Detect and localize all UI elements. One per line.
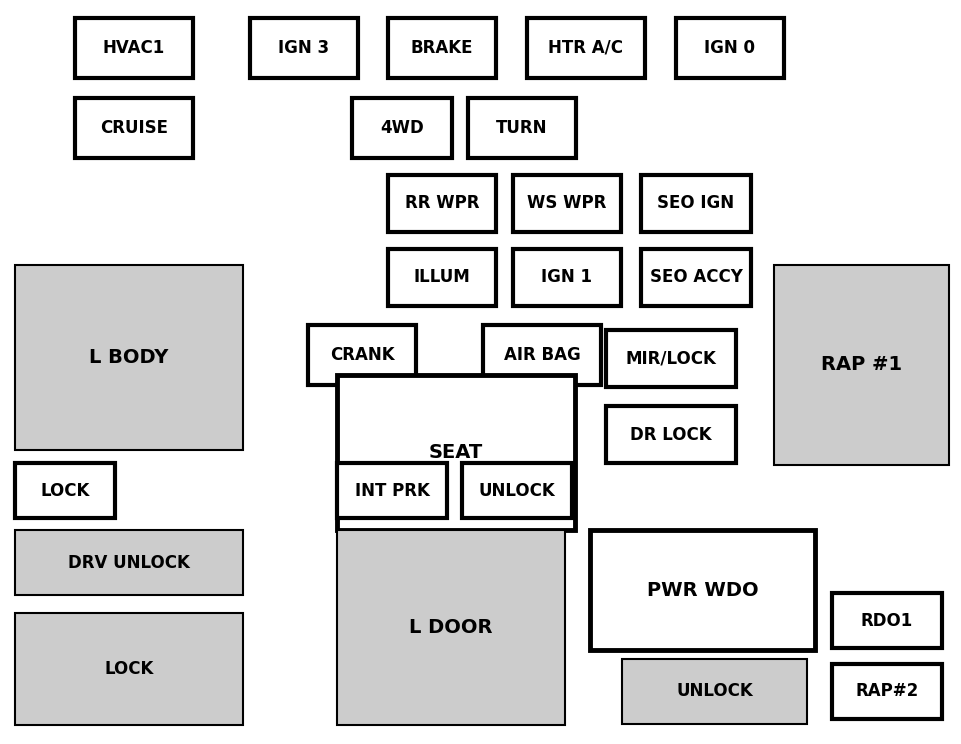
Text: AIR BAG: AIR BAG	[504, 346, 579, 364]
Bar	[831, 593, 941, 648]
Bar	[308, 325, 415, 385]
Text: L DOOR: L DOOR	[408, 618, 492, 637]
Text: SEO ACCY: SEO ACCY	[649, 269, 742, 286]
Text: WS WPR: WS WPR	[527, 194, 606, 213]
Text: RR WPR: RR WPR	[405, 194, 479, 213]
Bar	[336, 530, 564, 725]
Text: CRUISE: CRUISE	[100, 119, 168, 137]
Bar	[831, 664, 941, 719]
Text: UNLOCK: UNLOCK	[676, 682, 752, 701]
Bar	[15, 530, 243, 595]
Bar	[15, 613, 243, 725]
Text: INT PRK: INT PRK	[355, 481, 429, 499]
Bar	[676, 18, 783, 78]
Text: DRV UNLOCK: DRV UNLOCK	[68, 554, 189, 571]
Text: PWR WDO: PWR WDO	[646, 580, 757, 600]
Bar	[336, 463, 447, 518]
Text: SEAT: SEAT	[429, 443, 482, 462]
Text: SEO IGN: SEO IGN	[656, 194, 734, 213]
Text: IGN 3: IGN 3	[278, 39, 330, 57]
Bar	[622, 659, 806, 724]
Bar	[640, 175, 751, 232]
Text: RDO1: RDO1	[860, 612, 912, 629]
Bar	[336, 375, 575, 530]
Bar	[512, 249, 621, 306]
Bar	[15, 265, 243, 450]
Bar	[387, 249, 496, 306]
Text: TURN: TURN	[496, 119, 547, 137]
Bar	[467, 98, 576, 158]
Bar	[605, 330, 735, 387]
Text: RAP#2: RAP#2	[854, 682, 918, 701]
Text: IGN 1: IGN 1	[541, 269, 592, 286]
Bar	[75, 18, 193, 78]
Bar	[15, 463, 115, 518]
Text: DR LOCK: DR LOCK	[629, 426, 711, 443]
Bar	[527, 18, 644, 78]
Bar	[482, 325, 601, 385]
Text: UNLOCK: UNLOCK	[479, 481, 554, 499]
Bar	[250, 18, 357, 78]
Text: L BODY: L BODY	[89, 348, 168, 367]
Bar	[774, 265, 948, 465]
Text: HVAC1: HVAC1	[103, 39, 165, 57]
Bar	[589, 530, 814, 650]
Text: IGN 0: IGN 0	[703, 39, 754, 57]
Bar	[605, 406, 735, 463]
Bar	[387, 18, 496, 78]
Text: 4WD: 4WD	[380, 119, 424, 137]
Bar	[75, 98, 193, 158]
Bar	[352, 98, 452, 158]
Text: ILLUM: ILLUM	[413, 269, 470, 286]
Bar	[512, 175, 621, 232]
Text: LOCK: LOCK	[40, 481, 89, 499]
Text: HTR A/C: HTR A/C	[548, 39, 623, 57]
Text: RAP #1: RAP #1	[820, 356, 901, 374]
Bar	[640, 249, 751, 306]
Text: MIR/LOCK: MIR/LOCK	[625, 350, 716, 368]
Text: LOCK: LOCK	[104, 660, 154, 678]
Text: BRAKE: BRAKE	[410, 39, 473, 57]
Bar	[387, 175, 496, 232]
Bar	[461, 463, 572, 518]
Text: CRANK: CRANK	[330, 346, 394, 364]
